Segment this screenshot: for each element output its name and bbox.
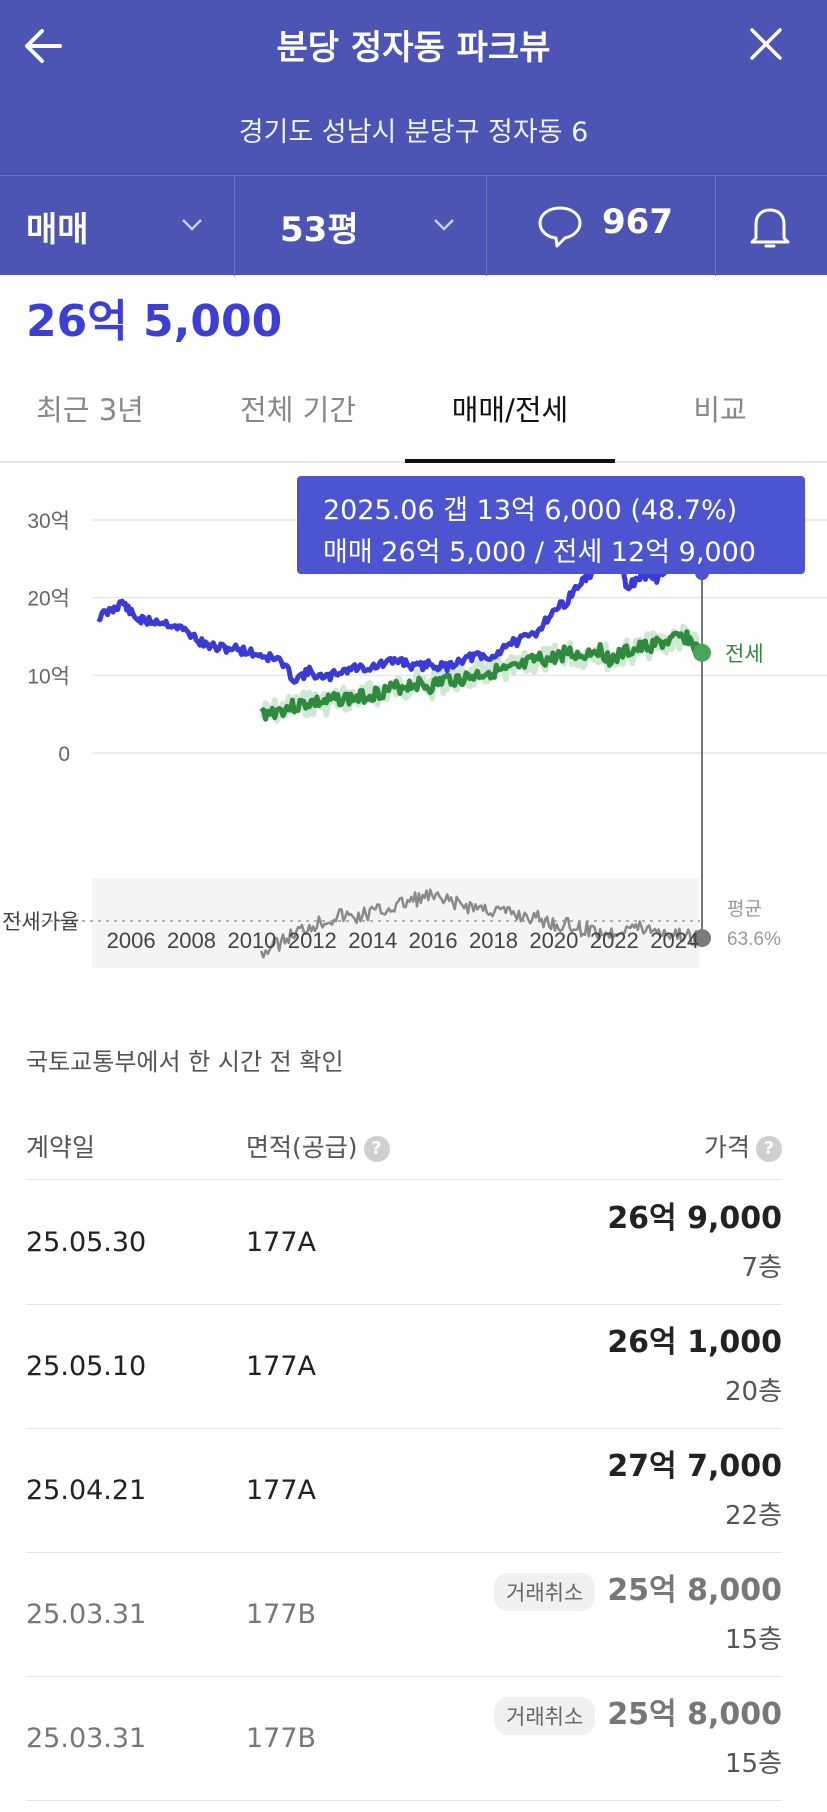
x-tick-label: 2006 bbox=[107, 928, 156, 953]
header-price: 가격? bbox=[704, 1128, 782, 1164]
close-icon bbox=[750, 28, 782, 60]
data-source-note: 국토교통부에서 한 시간 전 확인 bbox=[26, 1048, 344, 1076]
header-date: 계약일 bbox=[26, 1133, 96, 1162]
floor-text: 7층 bbox=[741, 1253, 782, 1283]
transaction-row[interactable]: 25.03.31 177B 거래취소 25억 8,000 15층 bbox=[26, 1553, 782, 1677]
chart-tooltip: 2025.06 갭 13억 6,000 (48.7%) 매매 26억 5,000… bbox=[297, 476, 805, 574]
question-icon[interactable]: ? bbox=[756, 1136, 782, 1162]
x-tick-label: 2018 bbox=[469, 928, 518, 953]
chevron-down-icon bbox=[434, 219, 454, 231]
ratio-label: 전세가율 bbox=[2, 911, 79, 934]
tab-all-period[interactable]: 전체 기간 bbox=[240, 393, 356, 427]
x-tick-label: 2012 bbox=[288, 928, 337, 953]
arrow-left-icon bbox=[25, 29, 62, 63]
page-title: 분당 정자동 파크뷰 bbox=[276, 28, 551, 68]
trade-type-label: 매매 bbox=[26, 210, 89, 250]
current-price: 26억 5,000 bbox=[26, 296, 283, 347]
tooltip-gap: 2025.06 갭 13억 6,000 (48.7%) bbox=[323, 495, 738, 526]
floor-text: 15층 bbox=[724, 1749, 782, 1779]
chevron-down-icon bbox=[182, 219, 202, 231]
transaction-row[interactable]: 25.05.10 177A 26억 1,000 20층 bbox=[26, 1305, 782, 1429]
price-value: 27억 7,000 bbox=[607, 1449, 782, 1484]
x-tick-label: 2014 bbox=[348, 928, 397, 953]
header-area: 면적(공급)? bbox=[246, 1128, 390, 1164]
close-button[interactable] bbox=[742, 20, 790, 68]
x-tick-label: 2020 bbox=[529, 928, 578, 953]
cancelled-badge: 거래취소 bbox=[494, 1696, 596, 1735]
contract-date: 25.03.31 bbox=[26, 1723, 147, 1754]
contract-date: 25.04.21 bbox=[26, 1475, 147, 1506]
transaction-row[interactable]: 25.04.21 177A 27억 7,000 22층 bbox=[26, 1429, 782, 1553]
contract-date: 25.05.30 bbox=[26, 1227, 147, 1258]
transaction-row[interactable]: 25.05.30 177A 26억 9,000 7층 bbox=[26, 1181, 782, 1305]
tab-recent-3y[interactable]: 최근 3년 bbox=[36, 393, 144, 427]
area-type: 177A bbox=[246, 1475, 317, 1506]
floor-text: 20층 bbox=[724, 1377, 782, 1407]
price-value: 25억 8,000 bbox=[607, 1697, 782, 1732]
table-header: 계약일 면적(공급)? 가격? bbox=[26, 1120, 782, 1180]
header-area-label: 면적(공급) bbox=[246, 1133, 358, 1162]
x-tick-label: 2016 bbox=[409, 928, 458, 953]
size-label: 53평 bbox=[280, 210, 359, 250]
area-type: 177A bbox=[246, 1227, 317, 1258]
size-dropdown[interactable]: 53평 bbox=[235, 176, 487, 276]
x-tick-label: 2008 bbox=[167, 928, 216, 953]
area-type: 177A bbox=[246, 1351, 317, 1382]
trade-type-dropdown[interactable]: 매매 bbox=[0, 176, 235, 276]
area-type: 177B bbox=[246, 1599, 317, 1630]
contract-date: 25.05.10 bbox=[26, 1351, 147, 1382]
price-value: 26억 1,000 bbox=[607, 1325, 782, 1360]
price-value: 26억 9,000 bbox=[607, 1201, 782, 1236]
y-tick-label: 10억 bbox=[27, 665, 70, 688]
active-tab-indicator bbox=[405, 459, 615, 463]
notification-button[interactable] bbox=[716, 176, 827, 276]
floor-text: 15층 bbox=[724, 1625, 782, 1655]
comment-count: 967 bbox=[602, 202, 673, 242]
bell-icon bbox=[750, 208, 790, 248]
comments-button[interactable]: 967 bbox=[487, 176, 716, 276]
address-text: 경기도 성남시 분당구 정자동 6 bbox=[238, 117, 589, 148]
jeonse-end-marker bbox=[693, 643, 711, 662]
floor-text: 22층 bbox=[724, 1501, 782, 1531]
app-header: 분당 정자동 파크뷰 경기도 성남시 분당구 정자동 6 bbox=[0, 0, 827, 175]
ratio-avg-value: 63.6% bbox=[727, 929, 781, 950]
cancelled-badge: 거래취소 bbox=[494, 1572, 596, 1611]
transaction-row[interactable]: 25.03.31 177B 거래취소 25억 8,000 15층 bbox=[26, 1677, 782, 1801]
ratio-panel-bg bbox=[92, 878, 699, 968]
tab-compare[interactable]: 비교 bbox=[693, 393, 747, 427]
y-tick-label: 30억 bbox=[27, 510, 70, 533]
price-cell: 26억 1,000 bbox=[607, 1317, 782, 1361]
price-cell: 거래취소 25억 8,000 bbox=[494, 1565, 782, 1611]
tooltip-prices: 매매 26억 5,000 / 전세 12억 9,000 bbox=[323, 537, 756, 568]
question-icon[interactable]: ? bbox=[363, 1136, 390, 1162]
back-button[interactable] bbox=[20, 22, 68, 70]
contract-date: 25.03.31 bbox=[26, 1599, 147, 1630]
x-tick-label: 2024 bbox=[650, 928, 699, 953]
selector-bar: 매매 53평 967 bbox=[0, 175, 827, 276]
jeonse-series-line bbox=[259, 629, 702, 722]
jeonse-series-label: 전세 bbox=[725, 643, 764, 666]
ratio-avg-label: 평균 bbox=[727, 898, 762, 920]
chat-bubble-icon bbox=[538, 206, 582, 248]
period-tabs: 최근 3년 전체 기간 매매/전세 비교 bbox=[0, 355, 827, 463]
y-tick-label: 0 bbox=[58, 743, 70, 766]
price-value: 25억 8,000 bbox=[607, 1573, 782, 1608]
price-cell: 27억 7,000 bbox=[607, 1441, 782, 1485]
header-price-label: 가격 bbox=[703, 1133, 750, 1162]
ratio-series-line bbox=[259, 888, 701, 959]
area-type: 177B bbox=[246, 1723, 317, 1754]
price-cell: 거래취소 25억 8,000 bbox=[494, 1689, 782, 1735]
ratio-end-marker bbox=[693, 929, 711, 948]
y-tick-label: 20억 bbox=[27, 588, 70, 611]
x-tick-label: 2010 bbox=[227, 928, 276, 953]
x-tick-label: 2022 bbox=[590, 928, 639, 953]
tab-sale-jeonse[interactable]: 매매/전세 bbox=[451, 393, 569, 427]
price-cell: 26억 9,000 bbox=[607, 1193, 782, 1237]
